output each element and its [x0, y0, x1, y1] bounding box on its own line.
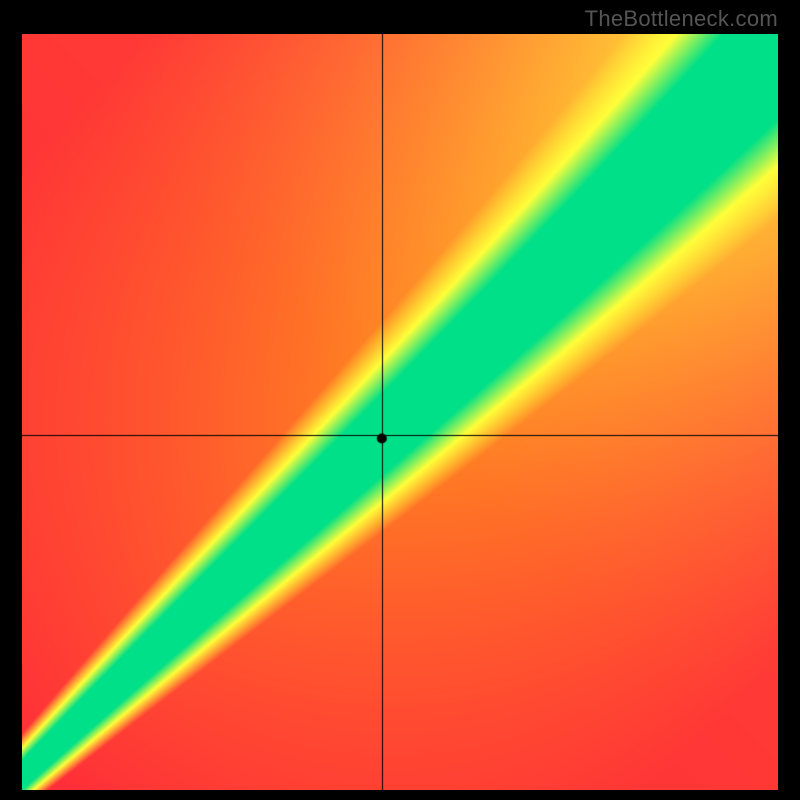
chart-container: TheBottleneck.com — [0, 0, 800, 800]
heatmap-plot — [22, 34, 778, 790]
watermark-text: TheBottleneck.com — [585, 6, 778, 32]
heatmap-canvas — [22, 34, 778, 790]
